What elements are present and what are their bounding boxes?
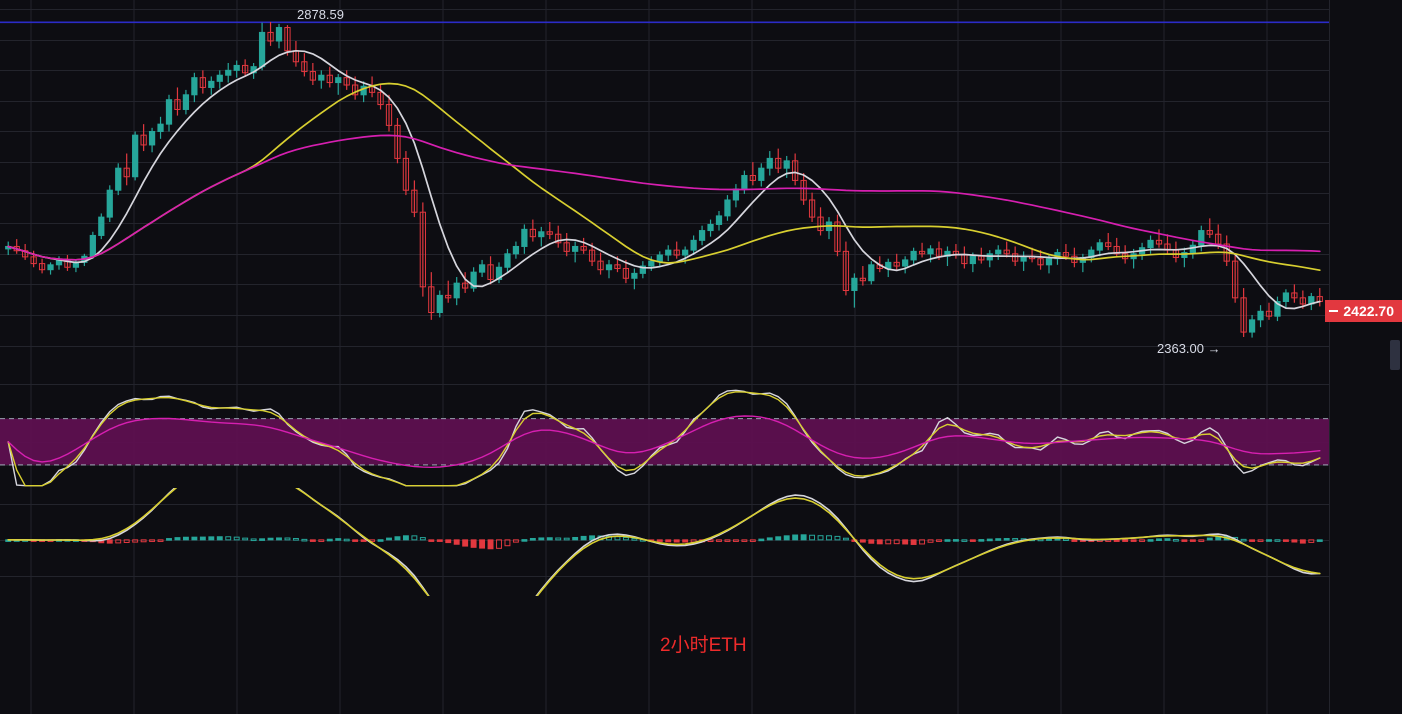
macd-panel[interactable] <box>0 488 1330 596</box>
current-price-badge[interactable]: 2422.70 <box>1325 300 1402 322</box>
price-candles <box>0 0 1330 370</box>
swing-high-label: 2878.59 <box>297 7 344 22</box>
macd-axis[interactable] <box>1330 488 1402 596</box>
sub-price-axis[interactable] <box>1330 596 1402 714</box>
vertical-scroll-knob[interactable] <box>1390 340 1400 370</box>
sub-price-panel[interactable]: 2小时ETH <box>0 596 1330 714</box>
price-axis-column[interactable]: 2422.70 <box>1325 0 1402 714</box>
swing-low-label: 2363.00 → <box>1157 341 1221 356</box>
panel-label: 2小时ETH <box>660 635 747 656</box>
price-panel[interactable] <box>0 0 1330 370</box>
rsi-lines <box>0 370 1330 488</box>
rsi-axis[interactable] <box>1330 370 1402 488</box>
macd-histogram <box>0 488 1330 596</box>
rsi-panel[interactable] <box>0 370 1330 488</box>
sub-price-bars <box>30 596 1268 714</box>
